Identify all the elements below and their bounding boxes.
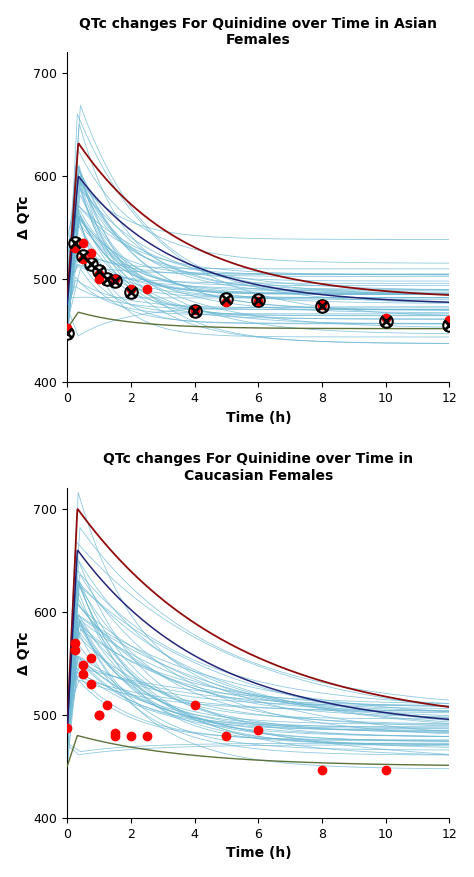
Y-axis label: Δ QTc: Δ QTc (17, 196, 31, 239)
Title: QTc changes For Quinidine over Time in Asian
Females: QTc changes For Quinidine over Time in A… (79, 17, 438, 46)
X-axis label: Time (h): Time (h) (226, 410, 291, 424)
Y-axis label: Δ QTc: Δ QTc (17, 631, 31, 674)
Title: QTc changes For Quinidine over Time in
Caucasian Females: QTc changes For Quinidine over Time in C… (103, 453, 413, 482)
X-axis label: Time (h): Time (h) (226, 846, 291, 860)
